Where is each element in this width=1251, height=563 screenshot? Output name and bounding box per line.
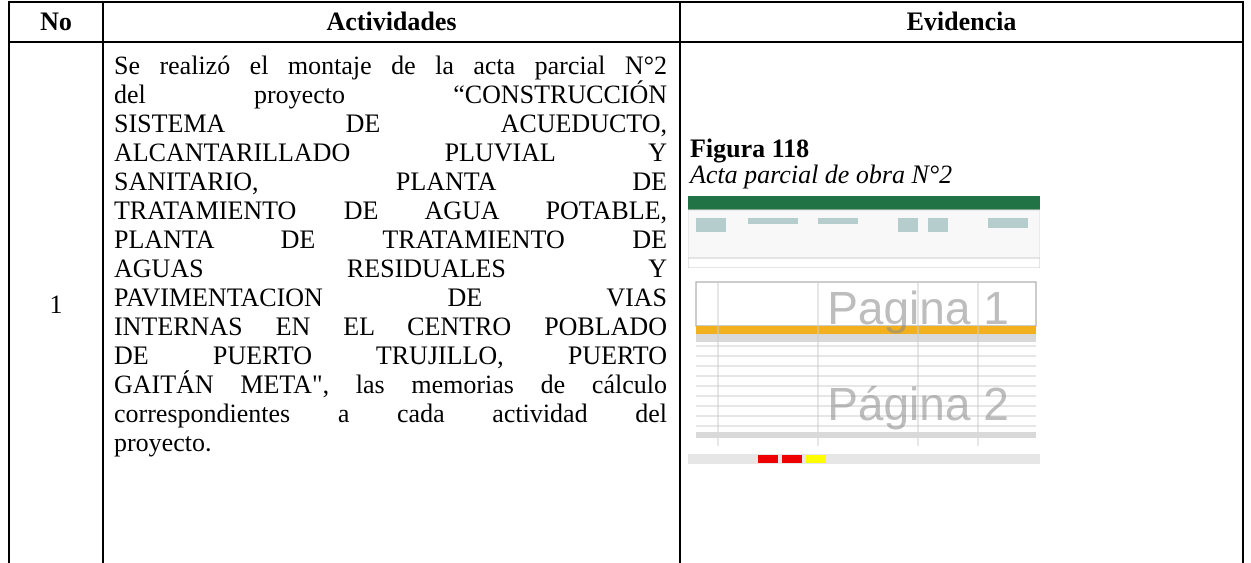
- row-number: 1: [49, 290, 63, 319]
- activity-line: PAVIMENTACION DE VIAS: [114, 283, 667, 312]
- table-border: [8, 1, 1244, 3]
- header-cell: Actividades: [326, 7, 457, 36]
- watermark: Pagina 1: [827, 282, 1009, 334]
- activity-line: INTERNAS EN EL CENTRO POBLADO: [114, 312, 667, 341]
- activity-line: GAITÁN META", las memorias de cálculo: [114, 370, 667, 399]
- activity-line: del proyecto “CONSTRUCCIÓN: [114, 80, 667, 109]
- table-border: [8, 41, 1244, 43]
- activity-line: Se realizó el montaje de la acta parcial…: [114, 51, 667, 80]
- table-border: [8, 1, 10, 563]
- spreadsheet-image: Pagina 1 Página 2: [688, 196, 1040, 464]
- header-cell: No: [40, 7, 72, 36]
- table-border: [102, 1, 104, 563]
- activity-line: AGUAS RESIDUALES Y: [114, 254, 667, 283]
- activity-line: SANITARIO, PLANTA DE: [114, 167, 667, 196]
- header-cell: Evidencia: [906, 7, 1017, 36]
- activity-line: correspondientes a cada actividad del: [114, 399, 667, 428]
- activity-line: SISTEMA DE ACUEDUCTO,: [114, 109, 667, 138]
- table-border: [679, 1, 681, 563]
- activity-line: proyecto.: [114, 428, 212, 457]
- table-border: [1242, 1, 1244, 563]
- figure-label: Figura 118: [690, 134, 810, 163]
- watermark: Página 2: [827, 378, 1009, 430]
- activity-line: PLANTA DE TRATAMIENTO DE: [114, 225, 667, 254]
- activity-line: ALCANTARILLADO PLUVIAL Y: [114, 138, 667, 167]
- activity-line: TRATAMIENTO DE AGUA POTABLE,: [114, 196, 667, 225]
- activity-line: DE PUERTO TRUJILLO, PUERTO: [114, 341, 667, 370]
- figure-caption: Acta parcial de obra N°2: [690, 160, 953, 189]
